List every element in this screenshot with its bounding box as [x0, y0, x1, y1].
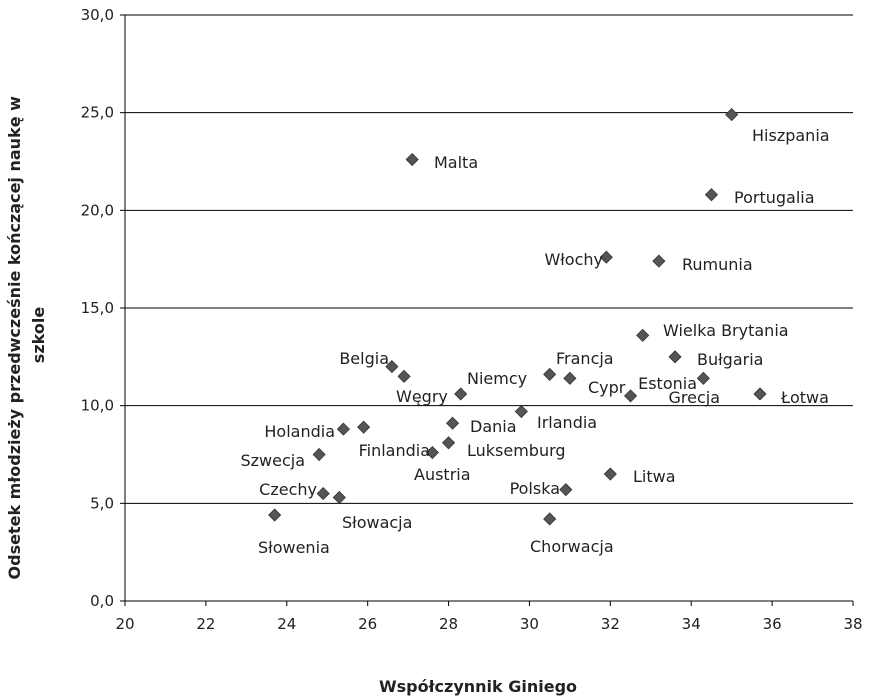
point-label-11: Estonia — [638, 374, 697, 393]
data-point-24 — [316, 487, 330, 501]
y-axis-title-line-1: Odsetek młodzieży przedwcześnie kończące… — [5, 96, 24, 580]
y-tick-label-3: 15,0 — [81, 299, 114, 317]
data-point-21 — [312, 447, 326, 462]
data-point-5 — [636, 328, 650, 342]
y-axis-title: Odsetek młodzieży przedwcześnie kończące… — [5, 91, 48, 580]
point-label-14: Cypr — [588, 378, 626, 397]
point-label-9: Francja — [556, 349, 614, 368]
x-tick-label-7: 34 — [682, 615, 701, 633]
data-point-22 — [603, 467, 617, 481]
data-point-25 — [332, 490, 346, 505]
x-tick-label-1: 22 — [196, 615, 215, 633]
point-label-12: Niemcy — [467, 369, 527, 388]
axes — [120, 14, 854, 606]
data-point-15 — [514, 404, 528, 419]
point-label-16: Dania — [470, 417, 517, 436]
point-label-4: Rumunia — [682, 255, 753, 274]
y-tick-label-5: 25,0 — [81, 104, 114, 122]
point-label-2: Portugalia — [734, 188, 815, 207]
data-point-1 — [405, 152, 419, 167]
x-tick-label-6: 32 — [601, 615, 620, 633]
data-point-23 — [559, 483, 573, 497]
data-point-27 — [543, 512, 557, 526]
y-tick-label-1: 5,0 — [90, 494, 114, 512]
x-tick-label-2: 24 — [277, 615, 296, 633]
point-label-3: Włochy — [544, 250, 603, 269]
data-point-17 — [336, 422, 350, 436]
grid-lines — [125, 14, 853, 504]
point-label-22: Litwa — [633, 467, 676, 486]
data-point-4 — [652, 254, 666, 268]
x-axis-title: Współczynnik Giniego — [379, 677, 577, 696]
extra-label-0: Węgry — [396, 387, 448, 406]
data-point-7 — [385, 360, 399, 374]
data-point-2 — [704, 188, 719, 202]
x-tick-label-9: 38 — [843, 615, 862, 633]
data-point-16 — [446, 416, 460, 430]
y-tick-label-0: 0,0 — [90, 592, 114, 610]
point-label-21: Szwecja — [240, 451, 305, 470]
point-label-26: Słowenia — [258, 538, 330, 557]
data-point-6 — [668, 350, 682, 364]
point-label-19: Luksemburg — [467, 441, 566, 460]
point-label-1: Malta — [434, 153, 478, 172]
point-label-6: Bułgaria — [697, 350, 763, 369]
point-label-13: Łotwa — [780, 388, 829, 407]
data-point-12 — [454, 387, 468, 401]
x-tick-label-4: 28 — [439, 615, 458, 633]
data-point-8 — [397, 369, 411, 383]
data-point-14 — [623, 389, 638, 403]
point-label-27: Chorwacja — [530, 537, 614, 556]
point-label-25: Słowacja — [342, 513, 412, 532]
data-point-20 — [425, 445, 439, 460]
tick-labels: 0,0 5,0 10,0 15,0 20,0 25,0 30,0 20 22 24 26 28 30 32… — [81, 6, 863, 633]
data-point-13 — [753, 387, 767, 401]
data-point-11 — [696, 371, 710, 385]
data-points — [268, 108, 767, 526]
data-point-18 — [357, 420, 371, 434]
x-tick-label-8: 36 — [763, 615, 782, 633]
data-point-9 — [543, 367, 557, 381]
data-point-3 — [599, 250, 613, 264]
x-tick-label-3: 26 — [358, 615, 377, 633]
point-label-23: Polska — [510, 479, 560, 498]
y-tick-label-2: 10,0 — [81, 397, 114, 415]
point-label-5: Wielka Brytania — [663, 321, 789, 340]
point-labels: Hiszpania Malta Portugalia Włochy Rumunia Wie… — [240, 126, 829, 557]
point-label-17: Holandia — [264, 422, 335, 441]
point-label-0: Hiszpania — [752, 126, 830, 145]
data-point-10 — [563, 371, 577, 385]
data-point-0 — [725, 108, 739, 122]
data-point-19 — [441, 436, 456, 450]
y-axis-title-line-2: szkole — [29, 307, 48, 364]
x-tick-label-0: 20 — [115, 615, 134, 633]
x-tick-label-5: 30 — [520, 615, 539, 633]
extra-label-2: Grecja — [668, 388, 720, 407]
point-label-20: Finlandia — [359, 441, 430, 460]
extra-label-1: Austria — [414, 465, 471, 484]
data-point-26 — [268, 508, 282, 522]
point-label-7: Belgia — [339, 349, 389, 368]
point-label-15: Irlandia — [537, 413, 597, 432]
point-label-24: Czechy — [259, 480, 317, 499]
y-tick-label-6: 30,0 — [81, 6, 114, 24]
y-tick-label-4: 20,0 — [81, 201, 114, 219]
